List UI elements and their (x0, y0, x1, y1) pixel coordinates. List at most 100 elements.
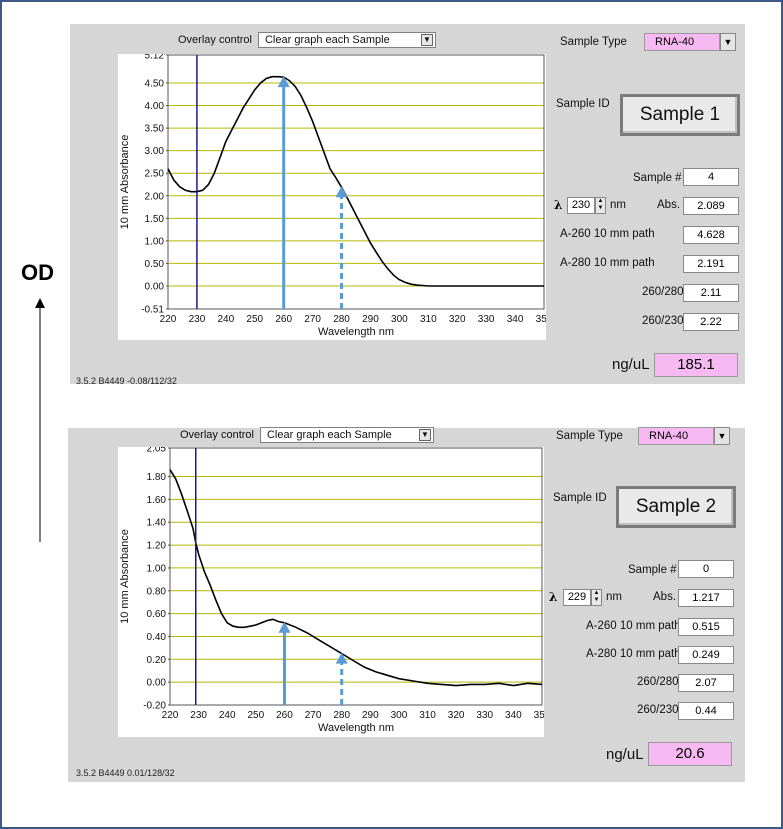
x-tick-label: 230 (189, 314, 206, 325)
sample-type-dropdown[interactable]: RNA-40 (644, 33, 720, 51)
y-tick-label: 0.80 (147, 586, 167, 597)
y-tick-label: 0.60 (147, 609, 167, 620)
x-tick-label: 300 (391, 710, 408, 721)
overlay-control-dropdown[interactable]: Clear graph each Sample ▼ (257, 32, 436, 48)
y-tick-label: 1.20 (147, 541, 167, 552)
spectrum-plot-1: 5.12 4.50 4.00 3.50 3.00 2.50 2.00 1.50 1.00 0.50… (118, 54, 546, 340)
a280-arrow-head (335, 652, 348, 664)
y-tick-label: 0.50 (145, 259, 165, 270)
version-footer: 3.5.2 B4449 -0.08/112/32 (76, 376, 177, 386)
ng-ul-label: ng/uL (612, 356, 650, 373)
sample-type-dropdown[interactable]: RNA-40 (638, 427, 714, 445)
overlay-control-value: Clear graph each Sample (266, 429, 392, 441)
chevron-down-icon[interactable]: ▼ (420, 34, 433, 46)
overlay-control-value: Clear graph each Sample (264, 34, 390, 46)
x-axis-label: Wavelength nm (318, 326, 394, 338)
x-tick-label: 290 (362, 710, 379, 721)
x-tick-label: 280 (333, 314, 350, 325)
x-tick-label: 280 (333, 710, 350, 721)
lambda-spinner[interactable]: ▲ ▼ (595, 197, 606, 214)
y-tick-label: 3.00 (145, 146, 165, 157)
y-axis-label: 10 mm Absorbance (119, 529, 131, 624)
a260-label: A-260 10 mm path (586, 620, 681, 632)
x-tick-label: 250 (246, 314, 263, 325)
nm-unit-label: nm (610, 199, 626, 211)
spectrum-curve (169, 469, 543, 687)
x-tick-label: 250 (248, 710, 265, 721)
y-tick-label: 3.50 (145, 124, 165, 135)
a280-value: 0.249 (678, 646, 734, 664)
x-tick-label: 230 (190, 710, 207, 721)
lambda-spinner[interactable]: ▲ ▼ (591, 589, 602, 606)
od-axis-arrow (35, 298, 45, 542)
lambda-input[interactable]: 230 (567, 197, 595, 214)
overlay-control-label: Overlay control (180, 429, 254, 441)
x-tick-label: 290 (362, 314, 379, 325)
sample-id-display: Sample 1 (620, 94, 740, 136)
panel-sample-1: Overlay control Clear graph each Sample … (70, 24, 745, 386)
y-tick-label: 1.50 (145, 214, 165, 225)
spectrum-svg-1: 5.12 4.50 4.00 3.50 3.00 2.50 2.00 1.50 1.00 0.50… (119, 54, 546, 338)
panel-sample-2: Overlay control Clear graph each Sample … (68, 427, 745, 782)
x-tick-label: 220 (162, 710, 179, 721)
abs-value: 2.089 (683, 197, 739, 215)
x-tick-label: 270 (305, 710, 322, 721)
x-tick-label: 300 (391, 314, 408, 325)
y-tick-label: -0.51 (141, 305, 164, 316)
y-tick-label: -0.20 (143, 701, 166, 712)
chevron-down-icon[interactable]: ▼ (720, 33, 736, 51)
x-tick-label: 310 (419, 710, 436, 721)
overlay-control-dropdown[interactable]: Clear graph each Sample ▼ (259, 427, 434, 443)
x-tick-label: 240 (218, 314, 235, 325)
x-tick-label: 310 (420, 314, 437, 325)
a260-arrow-head (277, 76, 290, 88)
abs-label: Abs. (653, 591, 677, 603)
x-tick-label: 340 (505, 710, 522, 721)
sample-number-value[interactable]: 0 (678, 560, 734, 578)
ratio-260-230-label: 260/230 (642, 315, 684, 327)
x-tick-label: 330 (476, 710, 493, 721)
lambda-input[interactable]: 229 (563, 589, 591, 606)
ng-ul-value: 185.1 (654, 353, 738, 377)
a280-label: A-280 10 mm path (586, 648, 681, 660)
y-tick-label: 1.80 (147, 472, 167, 483)
y-axis-label: 10 mm Absorbance (119, 135, 131, 230)
x-tick-label: 320 (449, 314, 466, 325)
y-tick-label: 2.05 (147, 447, 167, 455)
chevron-down-icon[interactable]: ▼ (418, 429, 431, 441)
a260-arrow-head (278, 621, 291, 633)
x-tick-label: 330 (478, 314, 495, 325)
x-tick-label: 220 (160, 314, 177, 325)
plot-frame (167, 54, 545, 310)
x-tick-label: 320 (448, 710, 465, 721)
ratio-260-230-label: 260/230 (637, 704, 679, 716)
y-tick-label: 2.50 (145, 169, 165, 180)
ratio-260-280-value: 2.11 (683, 284, 739, 302)
x-tick-label: 270 (304, 314, 321, 325)
ratio-260-230-value: 0.44 (678, 702, 734, 720)
lambda-icon: λ (549, 590, 558, 604)
y-tick-label: 5.12 (145, 54, 165, 62)
y-tick-label: 1.40 (147, 518, 167, 529)
abs-label: Abs. (657, 199, 681, 211)
spectrum-plot-2: 2.05 1.80 1.60 1.40 1.20 1.00 0.80 0.60 0.40 0.20… (118, 447, 544, 737)
ratio-260-280-label: 260/280 (637, 676, 679, 688)
plot-frame (169, 447, 543, 706)
y-tick-label: 0.40 (147, 632, 167, 643)
x-tick-label: 260 (276, 710, 293, 721)
overlay-control-row: Overlay control Clear graph each Sample … (180, 427, 434, 443)
sample-number-value[interactable]: 4 (683, 168, 739, 186)
ratio-260-280-value: 2.07 (678, 674, 734, 692)
a280-value: 2.191 (683, 255, 739, 273)
y-tick-label: 0.20 (147, 655, 167, 666)
sample-number-label: Sample # (633, 172, 682, 184)
y-tick-label: 1.60 (147, 495, 167, 506)
x-tick-label: 340 (507, 314, 524, 325)
lambda-icon: λ (554, 198, 563, 212)
sample-number-label: Sample # (628, 564, 677, 576)
y-tick-label: 1.00 (145, 236, 165, 247)
chevron-down-icon[interactable]: ▼ (714, 427, 730, 445)
nm-unit-label: nm (606, 591, 622, 603)
a260-value: 4.628 (683, 226, 739, 244)
spectrum-svg-2: 2.05 1.80 1.60 1.40 1.20 1.00 0.80 0.60 0.40 0.20… (119, 447, 544, 734)
